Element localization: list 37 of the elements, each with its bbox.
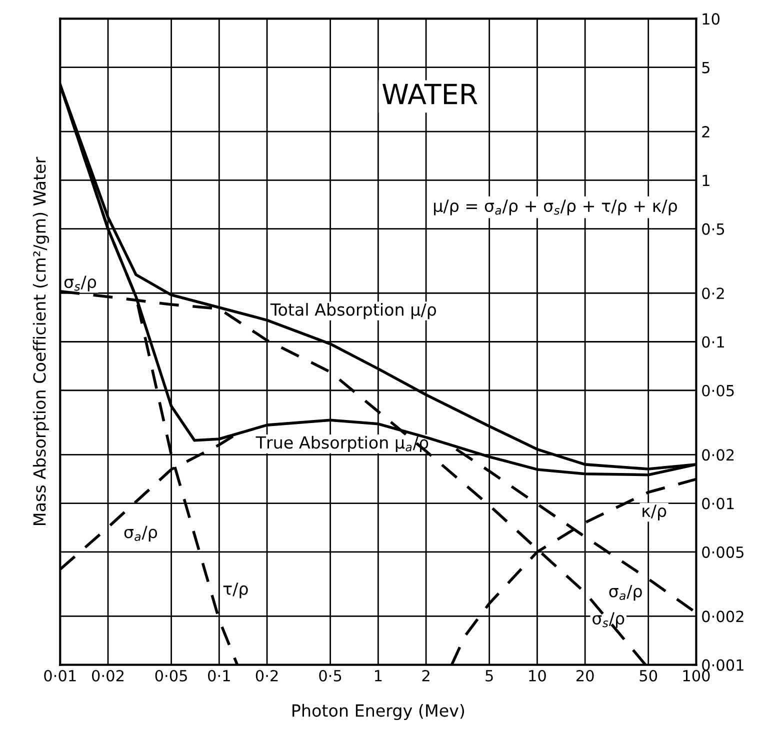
x-tick-label: 0·5 — [319, 670, 342, 682]
y-tick-label: 0·005 — [702, 546, 744, 558]
series-label: σ$_{s}$/ρ — [592, 612, 624, 628]
x-axis-title: Photon Energy (Mev) — [292, 704, 464, 720]
y-tick-label: 0·01 — [702, 498, 734, 510]
y-axis-title: Mass Absorption Coefficient (cm²/gm) Water — [32, 156, 50, 525]
y-tick-label: 0·05 — [702, 384, 734, 396]
y-tick-label: 0·02 — [702, 449, 734, 461]
y-tick-label: 10 — [702, 13, 720, 25]
x-tick-label: 20 — [576, 670, 594, 682]
text: σ$_{s}$/ρ — [64, 276, 96, 292]
x-tick-label: 0·01 — [44, 670, 76, 682]
series-label: Total Absorption μ/ρ — [270, 302, 436, 320]
x-tick-label: 0·2 — [256, 670, 278, 682]
y-tick-label: 2 — [702, 126, 710, 138]
series-label: σ$_{a}$/ρ — [124, 526, 158, 542]
series-label: κ/ρ — [642, 504, 666, 520]
series-label: σ$_{a}$/ρ — [609, 584, 642, 601]
x-tick-label: 10 — [529, 670, 546, 682]
x-tick-label: 100 — [683, 670, 710, 682]
y-tick-label: 0·5 — [702, 223, 724, 235]
y-tick-label: 0·2 — [702, 288, 724, 300]
series-label: τ/ρ — [223, 582, 248, 598]
x-tick-label: 0·02 — [92, 670, 124, 682]
annotation: μ/ρ = σ$_{a}$/ρ + σ$_{s}$/ρ + τ/ρ + κ/ρ — [434, 200, 677, 216]
y-tick-label: 0·002 — [702, 610, 744, 622]
y-tick-label: 5 — [702, 62, 710, 74]
x-tick-label: 5 — [486, 670, 493, 682]
x-tick-label: 1 — [374, 670, 382, 682]
annotation: WATER — [382, 84, 478, 104]
y-tick-label: 0·001 — [702, 659, 744, 671]
y-tick-label: 1 — [702, 174, 710, 186]
y-tick-label: 0·1 — [702, 336, 724, 348]
x-tick-label: 2 — [422, 670, 430, 682]
x-tick-label: 0·1 — [208, 670, 230, 682]
x-tick-label: 0·05 — [155, 670, 187, 682]
x-tick-label: 50 — [640, 670, 658, 682]
